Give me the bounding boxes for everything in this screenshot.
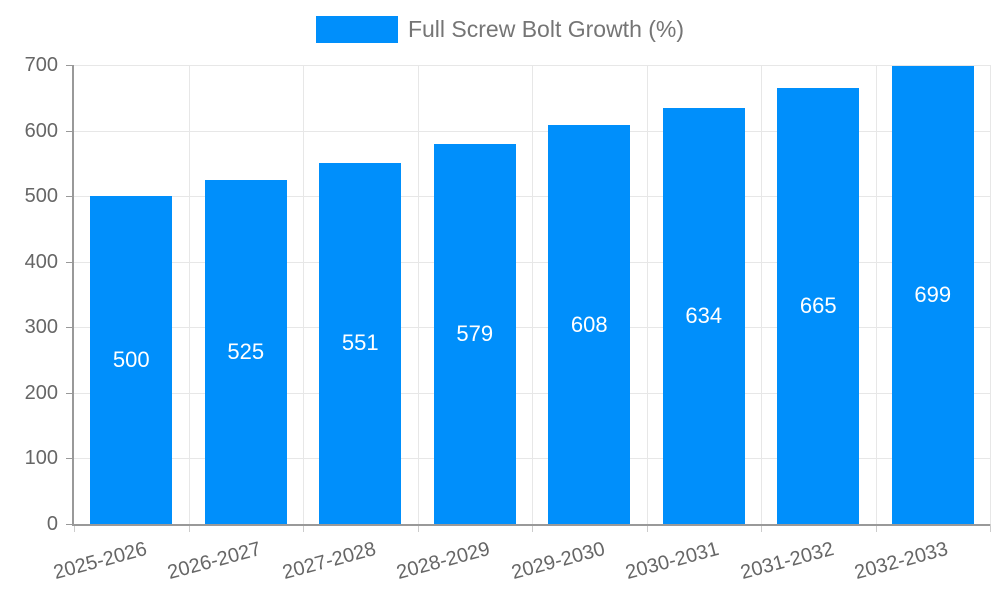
x-axis-label: 2032-2033 [852,538,951,585]
x-axis-tick [532,524,533,532]
x-axis-label: 2027-2028 [279,538,378,585]
bar [548,125,631,524]
bar-value-label: 699 [914,281,952,307]
x-axis-tick [303,524,304,532]
bar [891,65,974,524]
x-axis-label: 2025-2026 [50,538,149,585]
legend-swatch-icon [315,16,398,43]
bar [90,196,173,524]
bar [433,144,516,524]
x-axis-line [72,524,990,526]
bar-value-label: 579 [456,321,494,347]
y-axis-label: 400 [24,250,58,273]
bar-value-label: 634 [685,303,723,329]
bar [319,162,402,524]
grid-line-x [990,65,991,524]
y-axis-tick [66,65,74,66]
grid-line-x [417,65,419,524]
bar [662,108,745,524]
bar-value-label: 551 [341,330,379,356]
x-axis-tick [417,524,419,532]
bar-value-label: 665 [799,292,837,318]
y-axis-label: 700 [24,54,58,76]
x-axis-tick [74,524,75,532]
x-axis-tick [761,524,762,532]
bar-value-label: 500 [112,347,150,373]
x-axis-label: 2029-2030 [508,538,607,585]
grid-line-x [188,65,190,524]
y-axis-label: 600 [24,119,58,142]
bar [777,87,860,524]
y-axis-label: 500 [24,185,58,208]
y-axis-label: 100 [24,447,58,470]
y-axis-tick [66,196,74,198]
y-axis-tick [66,130,74,132]
grid-line-x [303,65,304,524]
x-axis-tick [646,524,648,532]
y-axis-label: 300 [24,316,58,339]
grid-line-x [532,65,533,524]
y-axis-tick [66,261,74,263]
y-axis-tick [66,524,74,525]
y-axis-tick [66,327,74,329]
x-axis-label: 2031-2032 [737,538,836,585]
grid-line-x [875,65,877,524]
x-axis-label: 2026-2027 [165,538,264,585]
y-axis-tick [66,392,74,394]
x-axis-tick [188,524,190,532]
y-axis-line [72,65,74,526]
y-axis-label: 200 [24,381,58,404]
x-axis-tick [875,524,877,532]
x-axis-tick [990,524,991,532]
x-axis-label: 2030-2031 [623,538,722,585]
y-axis-tick [66,458,74,460]
bar-value-label: 608 [570,311,608,337]
legend[interactable]: Full Screw Bolt Growth (%) [0,16,1000,43]
x-axis-label: 2028-2029 [394,538,493,585]
grid-line-x [646,65,648,524]
bar [204,179,287,524]
y-axis-label: 0 [46,513,58,535]
legend-label: Full Screw Bolt Growth (%) [407,16,685,42]
bar-value-label: 525 [227,338,265,364]
grid-line-x [761,65,762,524]
